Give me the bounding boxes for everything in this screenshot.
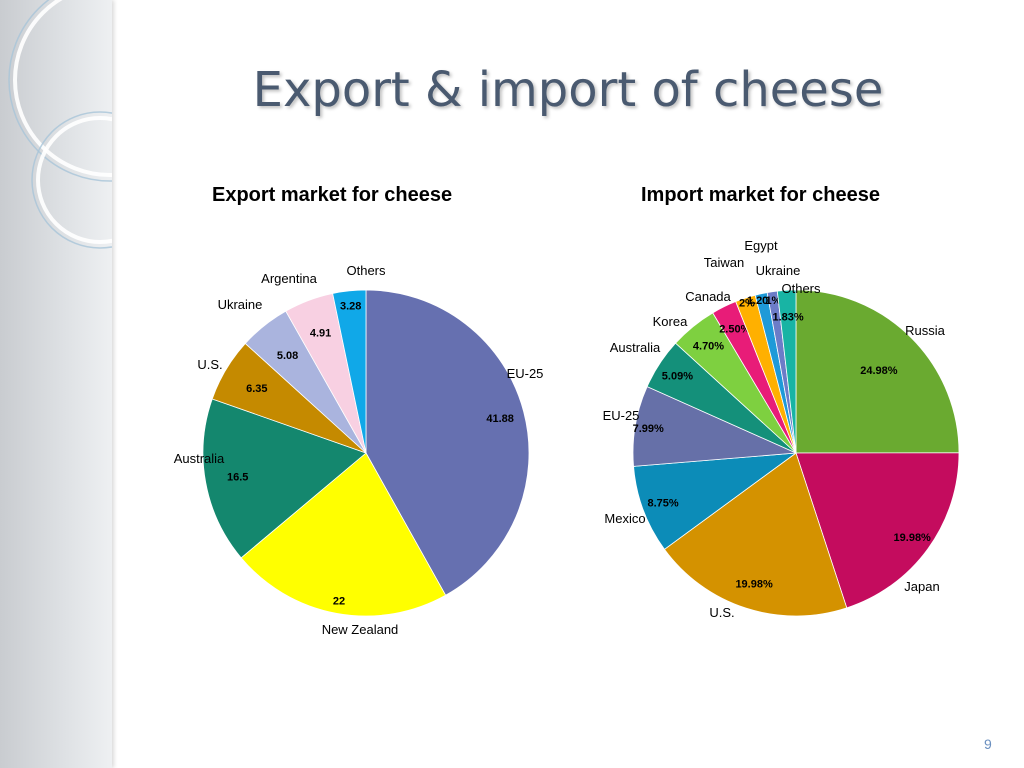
import-slice-ukraine-value-label: 1% xyxy=(765,295,781,307)
export-slice-others-value-label: 3.28 xyxy=(340,301,361,313)
import-slice-eu-25-value-label: 7.99% xyxy=(633,423,664,435)
export-slice-new-zealand-category-label: New Zealand xyxy=(322,622,399,637)
export-slice-u-s-category-label: U.S. xyxy=(197,357,222,372)
export-slice-argentina-value-label: 4.91 xyxy=(310,328,331,340)
import-slice-japan-category-label: Japan xyxy=(904,579,939,594)
import-slice-canada-value-label: 2.50% xyxy=(719,324,750,336)
import-slice-mexico xyxy=(633,452,798,550)
import-slice-korea-category-label: Korea xyxy=(653,314,688,329)
export-slice-australia-category-label: Australia xyxy=(174,451,225,466)
import-chart-title: Import market for cheese xyxy=(641,184,880,206)
import-slice-australia-value-label: 5.09% xyxy=(662,370,693,382)
export-slice-ukraine-category-label: Ukraine xyxy=(218,297,263,312)
import-slice-others-category-label: Others xyxy=(781,281,821,296)
import-slice-u-s xyxy=(663,452,848,617)
import-slice-taiwan-category-label: Taiwan xyxy=(704,255,744,270)
import-slice-taiwan-value-label: 2% xyxy=(739,298,755,310)
import-slice-u-s-category-label: U.S. xyxy=(709,605,734,620)
import-slice-mexico-category-label: Mexico xyxy=(604,511,645,526)
slide-title: Export & import of cheese xyxy=(252,62,884,118)
page-number: 9 xyxy=(984,736,992,752)
export-slice-ukraine-value-label: 5.08 xyxy=(277,350,298,362)
import-slice-japan xyxy=(795,452,960,609)
export-slice-others xyxy=(332,289,367,454)
import-slice-others-value-label: 1.83% xyxy=(772,311,803,323)
export-slice-australia xyxy=(202,398,367,559)
decorative-arcs xyxy=(8,0,112,249)
export-slice-eu-25-value-label: 41.88 xyxy=(486,413,514,425)
export-slice-new-zealand-value-label: 22 xyxy=(333,596,345,608)
export-slice-eu-25-category-label: EU-25 xyxy=(507,366,544,381)
import-slice-russia-value-label: 24.98% xyxy=(860,365,898,377)
import-slice-australia-category-label: Australia xyxy=(610,340,661,355)
export-slice-others-category-label: Others xyxy=(346,263,386,278)
export-slice-new-zealand xyxy=(240,452,447,617)
export-chart-title: Export market for cheese xyxy=(212,184,453,206)
export-slice-u-s-value-label: 6.35 xyxy=(246,383,267,395)
export-slice-argentina-category-label: Argentina xyxy=(261,271,317,286)
import-slice-russia-category-label: Russia xyxy=(905,323,946,338)
import-slice-others xyxy=(776,289,797,454)
import-slice-ukraine-category-label: Ukraine xyxy=(756,263,801,278)
import-slice-canada-category-label: Canada xyxy=(685,289,731,304)
import-slice-egypt-category-label: Egypt xyxy=(744,238,778,253)
export-slice-australia-value-label: 16.5 xyxy=(227,471,248,483)
import-slice-korea-value-label: 4.70% xyxy=(693,341,724,353)
import-slice-eu-25-category-label: EU-25 xyxy=(603,408,640,423)
import-slice-japan-value-label: 19.98% xyxy=(894,532,932,544)
import-slice-russia xyxy=(795,289,960,454)
import-slice-mexico-value-label: 8.75% xyxy=(647,498,678,510)
export-slice-eu-25 xyxy=(365,289,530,596)
import-slice-u-s-value-label: 19.98% xyxy=(735,578,773,590)
decorative-side-band xyxy=(0,0,112,768)
